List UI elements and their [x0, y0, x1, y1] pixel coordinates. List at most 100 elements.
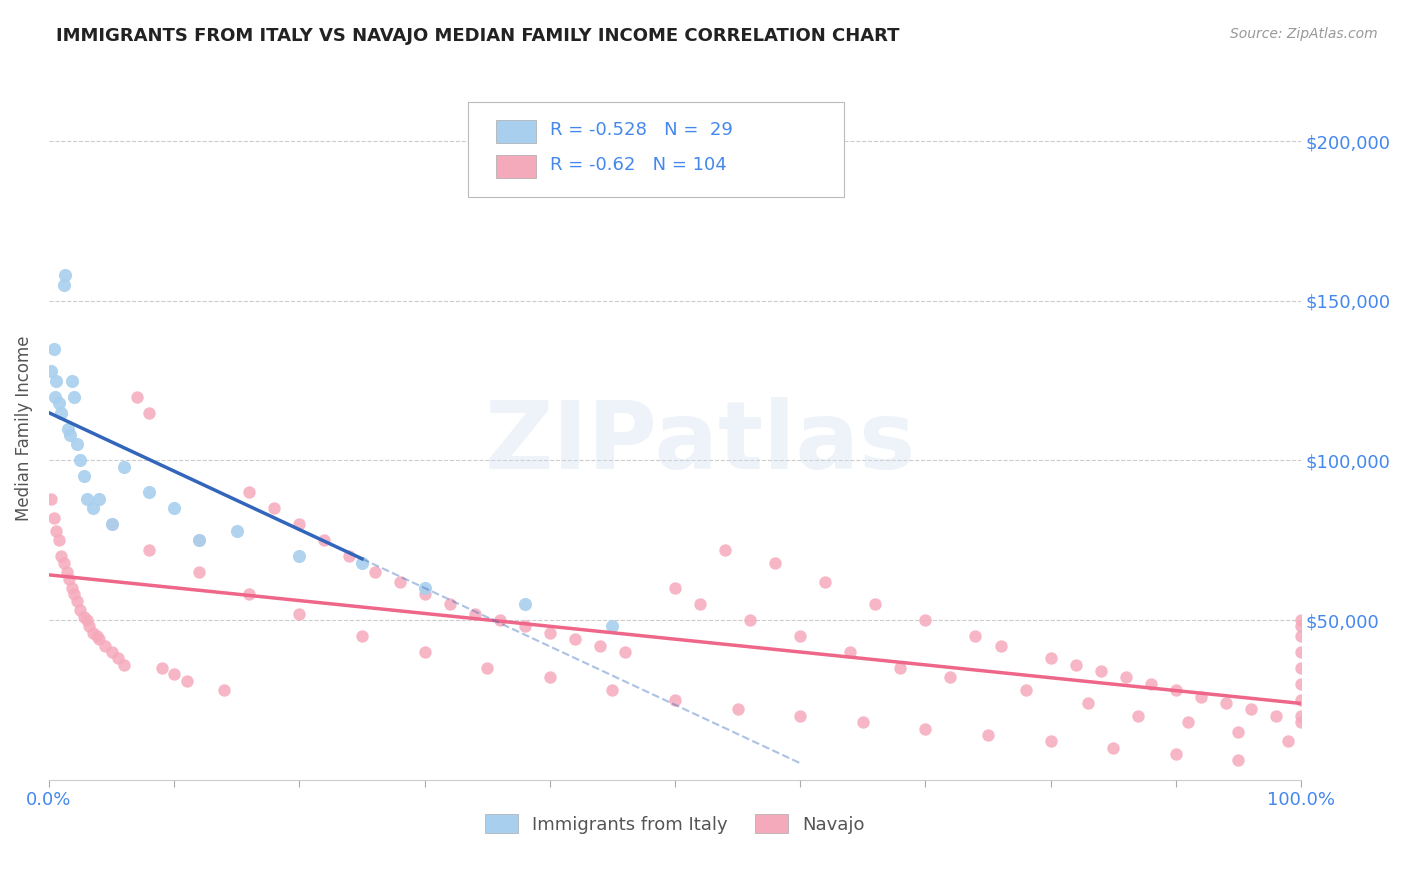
- Point: [763, 556, 786, 570]
- Point: [150, 661, 173, 675]
- Point: [59, 428, 82, 442]
- Point: [86, 629, 108, 643]
- Point: [176, 673, 198, 688]
- Point: [613, 645, 636, 659]
- Point: [1189, 690, 1212, 704]
- Point: [464, 607, 486, 621]
- Point: [163, 501, 186, 516]
- Point: [589, 639, 612, 653]
- Point: [112, 657, 135, 672]
- Point: [76, 613, 98, 627]
- Point: [77, 619, 100, 633]
- Point: [339, 549, 361, 564]
- Point: [41, 491, 63, 506]
- Point: [48, 396, 70, 410]
- Point: [314, 533, 336, 548]
- Point: [564, 632, 586, 647]
- Point: [1177, 715, 1199, 730]
- Point: [48, 533, 70, 548]
- Point: [439, 597, 461, 611]
- Point: [814, 574, 837, 589]
- Point: [1115, 671, 1137, 685]
- Point: [689, 597, 711, 611]
- Point: [1277, 734, 1299, 748]
- Point: [82, 625, 104, 640]
- Text: R = -0.62   N = 104: R = -0.62 N = 104: [550, 156, 727, 174]
- Point: [51, 549, 73, 564]
- Point: [225, 524, 247, 538]
- Point: [538, 625, 561, 640]
- Point: [45, 524, 67, 538]
- Point: [727, 702, 749, 716]
- Point: [87, 632, 110, 647]
- Point: [107, 651, 129, 665]
- Point: [1289, 629, 1312, 643]
- Point: [76, 491, 98, 506]
- Point: [53, 556, 76, 570]
- Point: [513, 597, 536, 611]
- Point: [63, 587, 86, 601]
- Point: [1227, 754, 1250, 768]
- Point: [1289, 619, 1312, 633]
- Point: [214, 683, 236, 698]
- Point: [413, 587, 436, 601]
- Point: [42, 342, 65, 356]
- Point: [138, 406, 160, 420]
- Point: [852, 715, 875, 730]
- Point: [58, 572, 80, 586]
- Point: [1139, 677, 1161, 691]
- Point: [990, 639, 1012, 653]
- Point: [602, 683, 624, 698]
- Point: [1164, 683, 1187, 698]
- Point: [53, 268, 76, 283]
- Point: [53, 277, 76, 292]
- Y-axis label: Median Family Income: Median Family Income: [15, 335, 32, 521]
- Point: [1128, 708, 1150, 723]
- Point: [789, 708, 811, 723]
- Legend: Immigrants from Italy, Navajo: Immigrants from Italy, Navajo: [485, 814, 865, 834]
- Text: ZIPatlas: ZIPatlas: [484, 397, 915, 489]
- Point: [865, 597, 887, 611]
- Point: [839, 645, 862, 659]
- Point: [100, 517, 122, 532]
- Point: [138, 542, 160, 557]
- Point: [188, 533, 211, 548]
- Point: [1164, 747, 1187, 761]
- Point: [664, 693, 686, 707]
- Point: [1077, 696, 1099, 710]
- Point: [939, 671, 962, 685]
- Point: [1064, 657, 1087, 672]
- Point: [1289, 645, 1312, 659]
- Point: [914, 613, 936, 627]
- Point: [1090, 664, 1112, 678]
- Point: [350, 556, 373, 570]
- Point: [1289, 677, 1312, 691]
- Point: [60, 581, 83, 595]
- Point: [488, 613, 510, 627]
- FancyBboxPatch shape: [468, 102, 844, 197]
- Text: R = -0.528   N =  29: R = -0.528 N = 29: [550, 121, 733, 139]
- Point: [413, 581, 436, 595]
- Point: [188, 565, 211, 579]
- Point: [42, 511, 65, 525]
- Point: [513, 619, 536, 633]
- Point: [350, 629, 373, 643]
- Point: [55, 565, 77, 579]
- Point: [1014, 683, 1036, 698]
- Point: [889, 661, 911, 675]
- Point: [288, 607, 311, 621]
- Point: [82, 501, 104, 516]
- Point: [263, 501, 285, 516]
- Point: [125, 390, 148, 404]
- Point: [363, 565, 385, 579]
- Point: [94, 639, 117, 653]
- Point: [477, 661, 499, 675]
- FancyBboxPatch shape: [496, 120, 536, 143]
- Point: [138, 485, 160, 500]
- Point: [73, 610, 96, 624]
- Point: [977, 728, 1000, 742]
- Point: [388, 574, 411, 589]
- Point: [1289, 715, 1312, 730]
- Point: [288, 517, 311, 532]
- Point: [789, 629, 811, 643]
